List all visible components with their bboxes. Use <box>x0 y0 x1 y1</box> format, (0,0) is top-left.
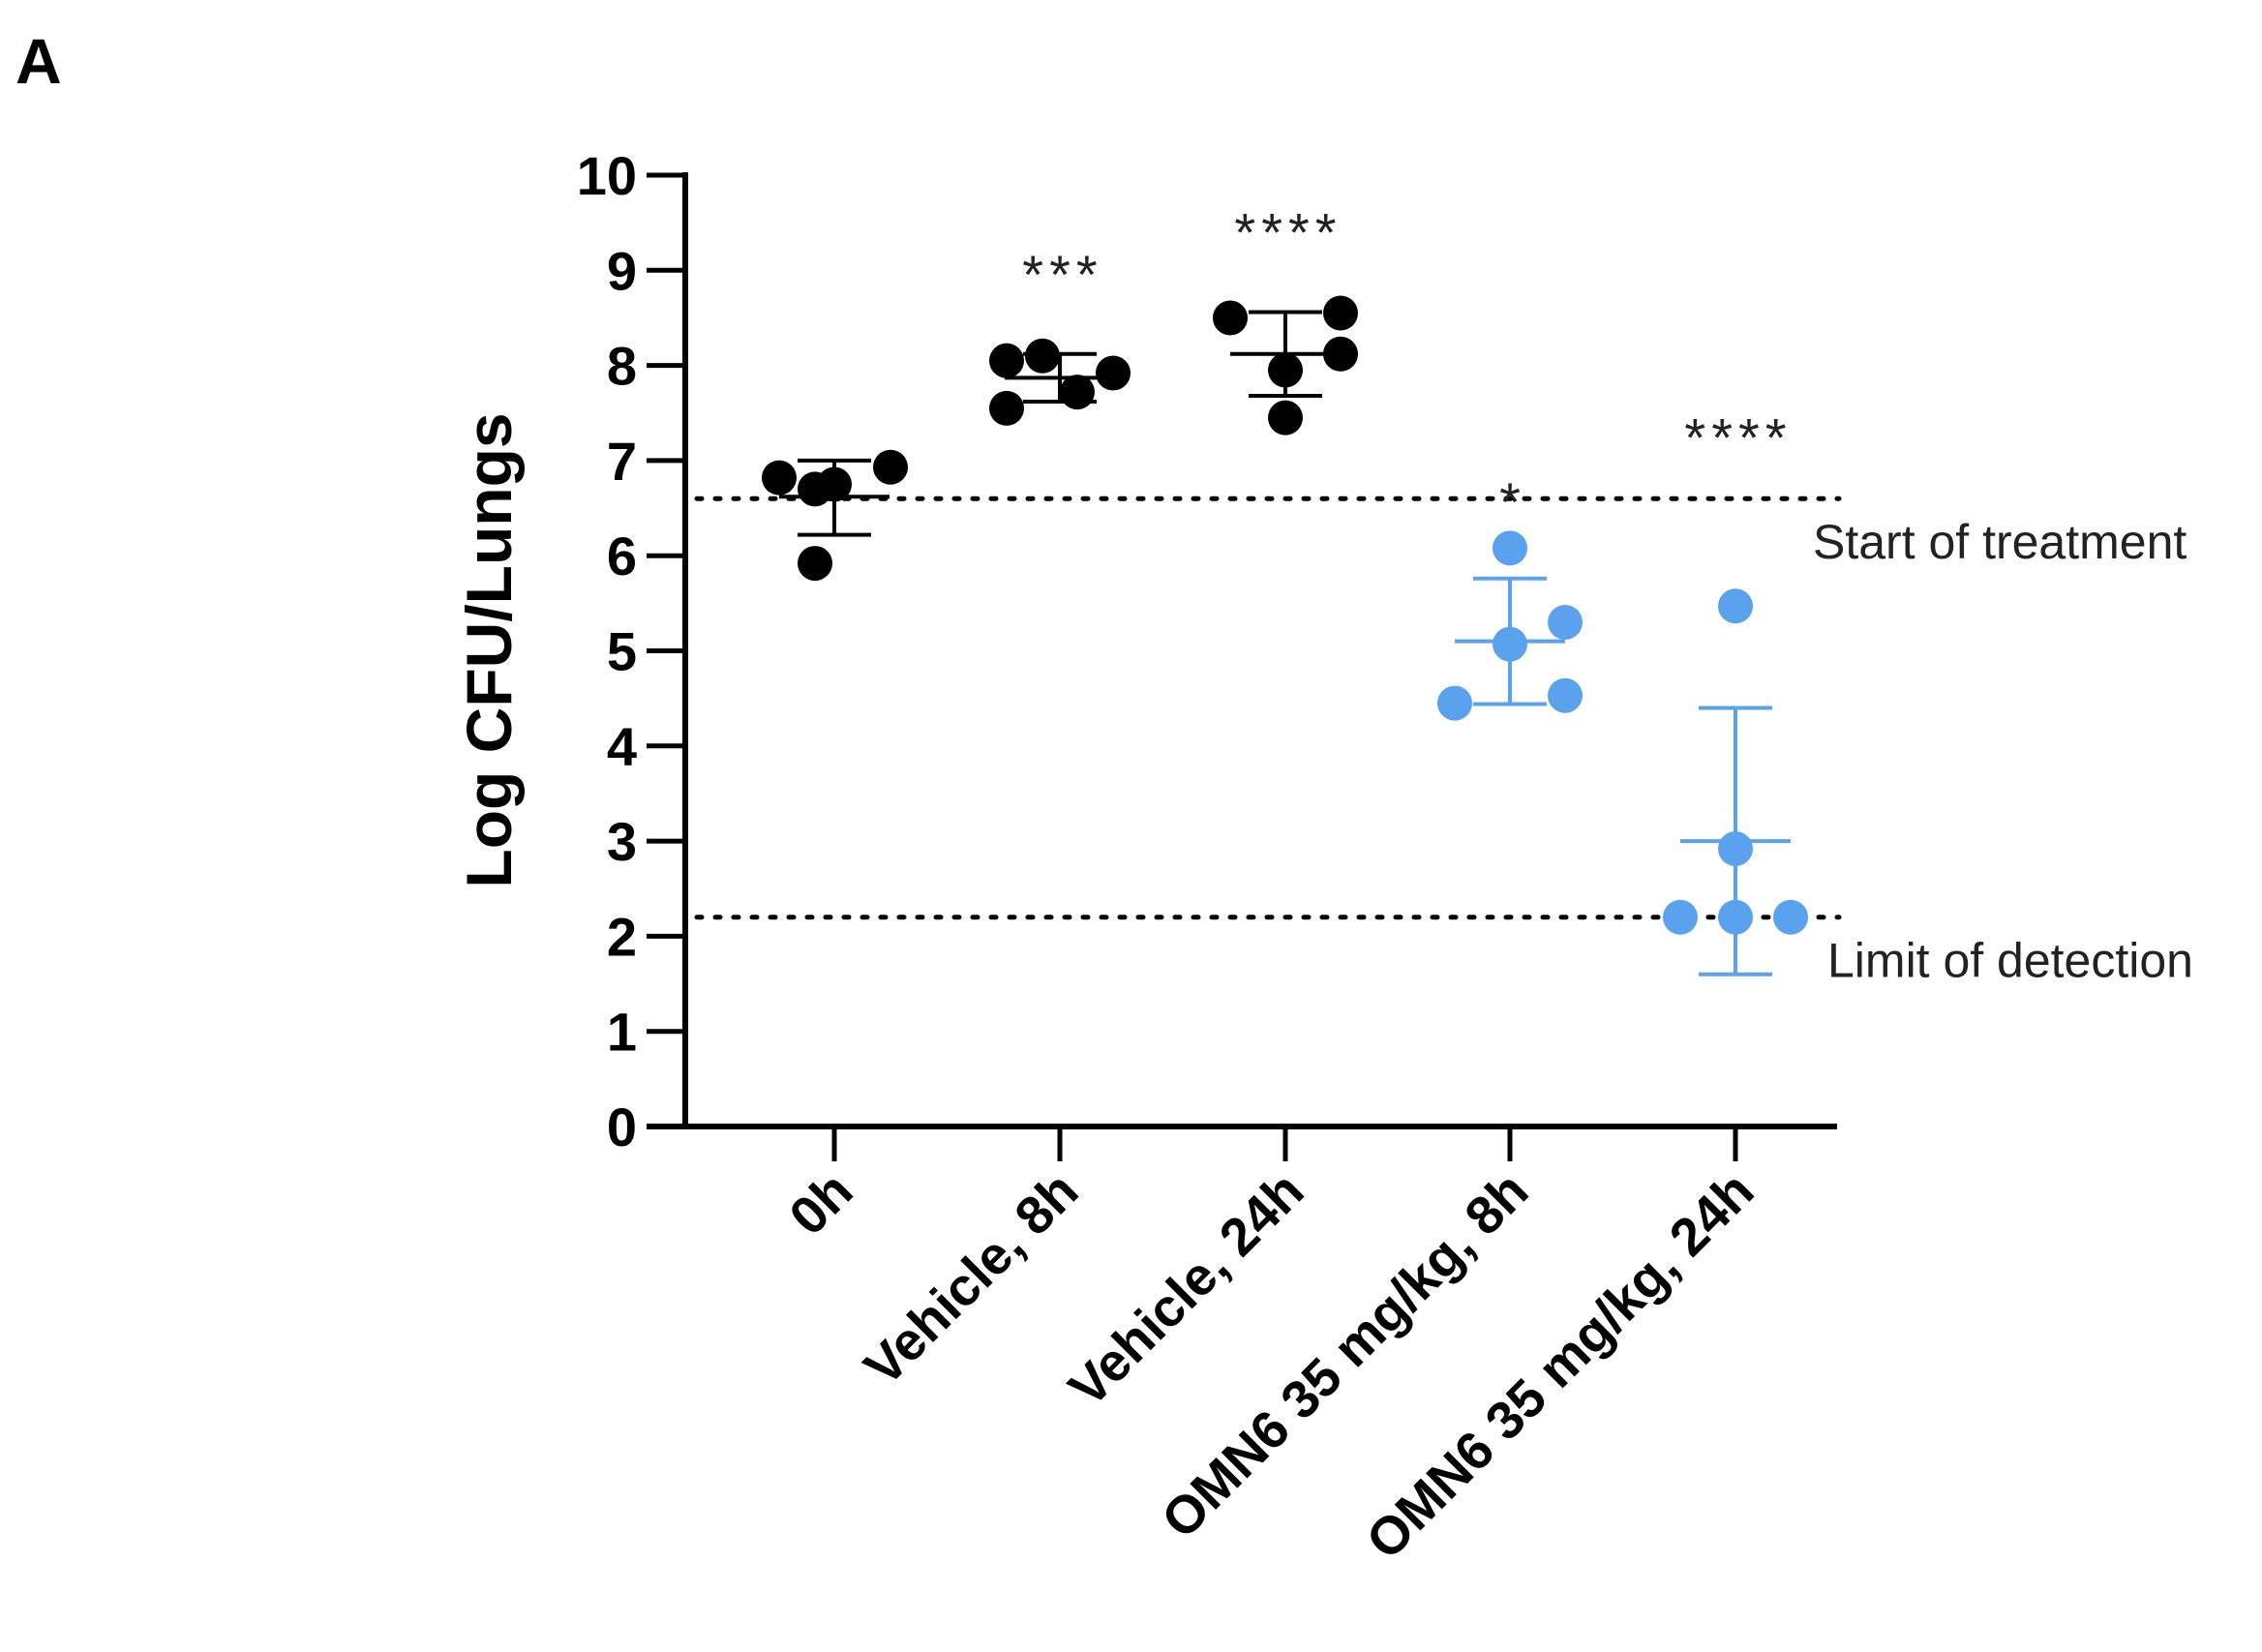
data-point <box>1548 677 1583 713</box>
x-tick-label: Vehicle, 24h <box>1057 1160 1315 1419</box>
reference-lines: Start of treatment Limit of detection <box>694 496 2193 988</box>
y-tick-label: 9 <box>607 240 637 301</box>
x-tick-label: Vehicle, 8h <box>853 1160 1090 1397</box>
panel-label: A <box>15 25 62 97</box>
x-tick-label: OMN6 35 mg/kg, 24h <box>1354 1160 1764 1571</box>
data-point <box>817 466 852 502</box>
y-tick-label: 5 <box>607 621 637 682</box>
y-tick-label: 7 <box>607 431 637 492</box>
y-tick-label: 10 <box>577 145 637 206</box>
y-tick-label: 3 <box>607 811 637 872</box>
x-tick-label: 0h <box>777 1160 863 1247</box>
data-point <box>1025 338 1060 374</box>
data-groups: ************ <box>762 202 1808 976</box>
data-point <box>798 546 832 582</box>
y-tick-label: 6 <box>607 526 637 586</box>
y-tick-label: 0 <box>607 1096 637 1157</box>
data-point <box>1663 899 1698 935</box>
data-group: *** <box>989 244 1131 426</box>
x-tick-label: OMN6 35 mg/kg, 8h <box>1150 1160 1540 1550</box>
data-group <box>762 449 908 582</box>
data-group: **** <box>1213 202 1358 436</box>
y-tick-label: 2 <box>607 906 637 967</box>
data-point <box>873 449 908 485</box>
y-axis-label: Log CFU/Lungs <box>453 412 525 887</box>
data-group: **** <box>1663 406 1808 976</box>
reference-line-label: Start of treatment <box>1813 515 2187 569</box>
data-point <box>1268 352 1303 388</box>
data-point <box>1548 605 1583 641</box>
data-point <box>1060 375 1095 410</box>
data-point <box>1268 400 1303 436</box>
y-tick-label: 1 <box>607 1002 637 1063</box>
data-group: * <box>1437 471 1583 721</box>
data-point <box>1323 295 1358 331</box>
data-point <box>1773 899 1808 935</box>
significance-label: *** <box>1022 244 1102 305</box>
data-point <box>1718 899 1753 935</box>
data-point <box>1718 588 1753 624</box>
data-point <box>762 460 797 496</box>
data-point <box>989 343 1024 378</box>
data-point <box>1096 355 1131 391</box>
significance-label: **** <box>1684 406 1792 467</box>
data-point <box>989 390 1024 426</box>
data-point <box>1493 626 1527 662</box>
significance-label: * <box>1499 471 1526 532</box>
significance-label: **** <box>1234 202 1342 263</box>
reference-line-label: Limit of detection <box>1827 934 2193 988</box>
data-point <box>1213 300 1248 336</box>
y-tick-label: 8 <box>607 336 637 397</box>
y-tick-label: 4 <box>607 716 637 777</box>
data-point <box>1718 830 1753 866</box>
data-point <box>1437 685 1472 721</box>
data-point <box>1493 530 1527 566</box>
